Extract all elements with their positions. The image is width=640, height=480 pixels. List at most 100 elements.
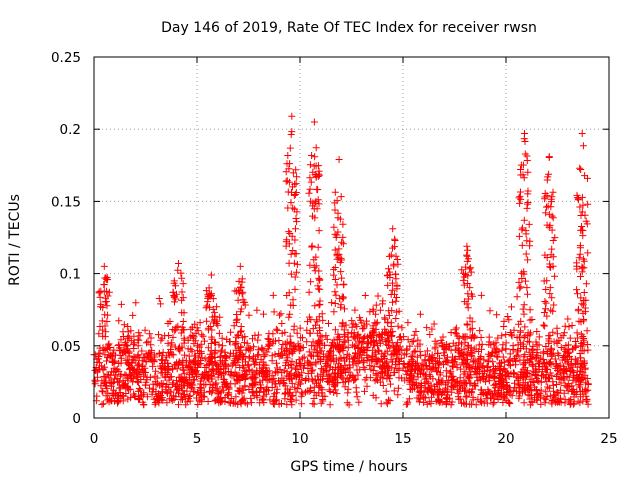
data-point-1942 (416, 395, 424, 403)
data-point-1814 (459, 351, 467, 359)
data-point-1986 (578, 363, 586, 371)
data-point-842 (230, 398, 238, 406)
data-point-2216 (286, 371, 294, 379)
data-point-1059 (221, 398, 229, 405)
data-point-3038 (541, 322, 549, 330)
data-point-1956 (282, 359, 290, 367)
data-point-1281 (122, 338, 130, 346)
data-point-2808 (307, 278, 315, 286)
data-point-1954 (169, 392, 177, 400)
data-point-1230 (120, 321, 128, 329)
data-point-2190 (366, 308, 374, 316)
data-point-2560 (426, 331, 434, 338)
data-point-1507 (201, 355, 209, 363)
data-point-2539 (479, 362, 487, 370)
data-point-2444 (117, 300, 125, 308)
data-point-2240 (298, 400, 306, 408)
data-point-2855 (331, 288, 339, 296)
data-point-3131 (579, 309, 587, 317)
data-point-3116 (579, 255, 587, 263)
data-point-2284 (434, 395, 442, 403)
data-point-3046 (550, 301, 558, 309)
data-point-1808 (443, 398, 451, 405)
data-point-2532 (545, 375, 552, 383)
data-point-1286 (204, 398, 212, 405)
data-point-1716 (412, 328, 420, 335)
data-point-2268 (392, 358, 399, 366)
data-point-1708 (394, 384, 402, 392)
data-point-2056 (193, 324, 201, 332)
data-point-212 (405, 395, 413, 403)
data-point-2920 (388, 286, 396, 294)
data-point-2199 (127, 374, 135, 382)
data-point-2092 (126, 365, 134, 372)
data-point-2760 (284, 188, 292, 196)
data-point-431 (98, 387, 106, 395)
data-point-3078 (546, 284, 554, 292)
data-point-2080 (200, 381, 208, 389)
data-point-2833 (307, 178, 315, 186)
data-point-2970 (464, 304, 472, 312)
data-point-2762 (290, 259, 298, 267)
data-point-2483 (398, 346, 406, 354)
x-axis-label: GPS time / hours (290, 459, 407, 475)
data-point-1239 (140, 368, 148, 376)
data-point-2186 (288, 401, 296, 409)
data-point-1982 (312, 358, 320, 366)
data-point-2221 (142, 357, 150, 365)
data-point-2727 (234, 331, 242, 339)
data-point-2548 (115, 367, 123, 375)
data-point-2895 (331, 199, 339, 207)
data-point-2768 (285, 228, 293, 236)
data-point-1741 (460, 361, 468, 369)
data-point-2307 (111, 389, 119, 397)
data-point-2213 (270, 400, 278, 408)
data-point-2675 (207, 340, 215, 347)
data-point-1748 (219, 342, 226, 350)
data-point-87 (542, 388, 550, 396)
data-point-1625 (275, 377, 282, 385)
data-point-2969 (463, 251, 471, 259)
data-point-628 (151, 400, 159, 408)
data-point-468 (228, 361, 236, 369)
data-point-3062 (543, 312, 551, 320)
data-point-2448 (161, 364, 169, 372)
data-point-1353 (190, 376, 198, 384)
data-point-760 (163, 353, 171, 361)
data-point-2402 (301, 361, 309, 369)
data-point-1989 (413, 353, 421, 361)
data-point-3029 (549, 214, 557, 222)
y-tick-label-4: 0.2 (60, 122, 81, 138)
data-point-2219 (159, 380, 167, 387)
data-point-2711 (237, 323, 245, 330)
data-point-2236 (417, 387, 425, 395)
data-point-2864 (339, 220, 347, 228)
data-point-2192 (526, 355, 534, 363)
data-point-2926 (394, 260, 402, 268)
data-point-3084 (577, 166, 585, 173)
data-point-1413 (168, 350, 176, 358)
data-point-2566 (526, 375, 534, 383)
data-point-100 (157, 336, 165, 344)
data-point-2682 (210, 317, 218, 325)
data-point-2174 (184, 345, 192, 353)
data-point-2542 (453, 377, 461, 385)
data-point-2028 (294, 366, 302, 374)
data-point-2370 (379, 358, 386, 366)
data-point-2559 (175, 382, 183, 390)
data-point-777 (480, 356, 488, 364)
data-point-1315 (548, 400, 556, 408)
data-point-2264 (495, 389, 503, 397)
data-point-2813 (308, 152, 316, 159)
data-point-2344 (377, 363, 385, 371)
data-point-2785 (282, 242, 290, 250)
data-point-296 (447, 368, 455, 376)
data-point-1542 (278, 320, 286, 327)
data-point-2217 (577, 360, 585, 368)
data-point-3073 (544, 173, 552, 181)
data-point-2987 (520, 301, 528, 309)
data-point-2510 (406, 380, 414, 388)
data-point-2818 (305, 288, 313, 296)
data-point-2431 (233, 375, 241, 383)
data-point-2729 (236, 262, 244, 270)
